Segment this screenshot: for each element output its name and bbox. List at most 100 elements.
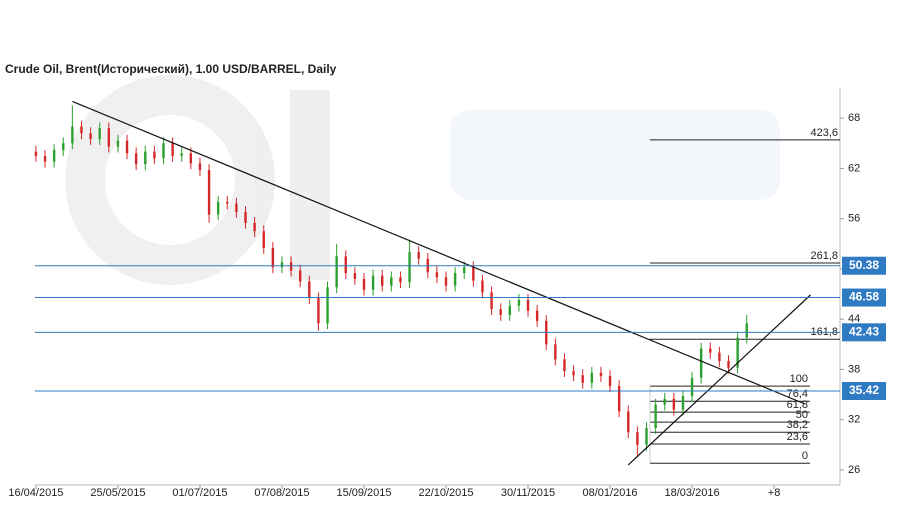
candle-body <box>162 143 165 159</box>
candle-body <box>681 396 685 410</box>
x-tick-label: 01/07/2015 <box>172 487 227 499</box>
candle-body <box>71 126 74 144</box>
candle-body <box>235 203 238 212</box>
candle-body <box>144 151 147 165</box>
candle-body <box>654 404 657 429</box>
candle-body <box>381 275 384 286</box>
candle-body <box>298 270 302 282</box>
candle-body <box>98 128 101 140</box>
candle-body <box>472 267 475 281</box>
candle-body <box>554 344 557 360</box>
candle-body <box>198 163 202 171</box>
candle-body <box>89 133 92 140</box>
candle-body <box>107 128 111 147</box>
y-tick-label: 68 <box>848 112 860 124</box>
candle-body <box>663 398 666 405</box>
candle-body <box>62 143 65 150</box>
trendline <box>72 100 805 405</box>
fib-label: 0 <box>802 450 808 462</box>
candle-body <box>80 126 83 134</box>
x-tick-label: 16/04/2015 <box>8 487 63 499</box>
x-tick-label: 07/08/2015 <box>254 487 309 499</box>
x-tick-label: 25/05/2015 <box>90 487 145 499</box>
candle-body <box>417 252 420 259</box>
candle-body <box>526 299 530 311</box>
candle-body <box>317 298 320 324</box>
candle-body <box>189 153 193 164</box>
candle-body <box>226 201 229 204</box>
level-tag <box>842 256 886 275</box>
y-tick-label: 44 <box>848 313 860 325</box>
candle-body <box>153 151 156 159</box>
x-tick-label: 15/09/2015 <box>336 487 391 499</box>
fib-label: 261,8 <box>810 250 838 262</box>
fib-label: 100 <box>790 373 808 385</box>
candle-body <box>408 252 411 283</box>
candle-body <box>353 273 357 279</box>
fib-label: 50 <box>796 409 808 421</box>
level-tag <box>842 323 886 342</box>
y-tick-label: 32 <box>848 414 860 426</box>
candle-body <box>344 256 347 274</box>
level-tag-label: 42.43 <box>849 324 879 338</box>
candle-body <box>672 398 676 410</box>
watermark <box>65 75 780 285</box>
candle-body <box>125 140 129 154</box>
level-tag-label: 35.42 <box>849 383 879 397</box>
candle-body <box>180 153 183 156</box>
candle-body <box>736 337 739 368</box>
fib-label: 61,8 <box>787 399 808 411</box>
candle-body <box>745 323 748 338</box>
x-tick-label: +8 <box>768 487 781 499</box>
candle-body <box>581 375 584 383</box>
candle-body <box>508 305 511 315</box>
candle-body <box>517 299 521 306</box>
y-tick-label: 26 <box>848 464 860 476</box>
candle-body <box>43 155 47 162</box>
candle-body <box>280 262 284 268</box>
fib-label: 38,2 <box>787 419 808 431</box>
candle-body <box>371 275 375 290</box>
candle-body <box>590 372 594 383</box>
candle-body <box>499 309 502 315</box>
y-tick-label: 38 <box>848 363 860 375</box>
candle-body <box>463 267 466 274</box>
candle-body <box>262 231 265 248</box>
candle-body <box>52 149 56 162</box>
candle-body <box>490 292 493 310</box>
chart-title: Crude Oil, Brent(Исторический), 1.00 USD… <box>5 62 337 76</box>
x-tick-label: 18/03/2016 <box>665 487 720 499</box>
candle-body <box>709 348 712 353</box>
candle-body <box>608 376 612 387</box>
candle-body <box>390 277 393 286</box>
level-tag-label: 46.58 <box>849 290 879 304</box>
x-tick-label: 08/01/2016 <box>583 487 638 499</box>
candle-body <box>244 211 247 223</box>
candle-body <box>535 310 539 321</box>
x-tick-label: 22/10/2015 <box>418 487 473 499</box>
fib-label: 423,6 <box>810 127 838 139</box>
candle-body <box>481 280 484 293</box>
y-tick-label: 62 <box>848 162 860 174</box>
candle-body <box>645 428 648 445</box>
candle-body <box>563 359 566 372</box>
fib-label: 23,6 <box>787 431 808 443</box>
level-tag <box>842 382 886 401</box>
candle-body <box>690 377 694 397</box>
candle-body <box>116 140 120 147</box>
candle-body <box>253 222 256 232</box>
candle-body <box>335 256 338 288</box>
candle-body <box>326 287 329 324</box>
candle-body <box>636 432 639 445</box>
candle-body <box>399 277 402 283</box>
y-tick-label: 56 <box>848 213 860 225</box>
candle-body <box>599 372 603 377</box>
candle-body <box>289 262 293 271</box>
candle-body <box>699 348 703 378</box>
candle-body <box>617 386 621 412</box>
candle-body <box>362 278 366 290</box>
candle-body <box>627 411 630 433</box>
candle-body <box>134 153 138 165</box>
trendline <box>627 294 811 466</box>
